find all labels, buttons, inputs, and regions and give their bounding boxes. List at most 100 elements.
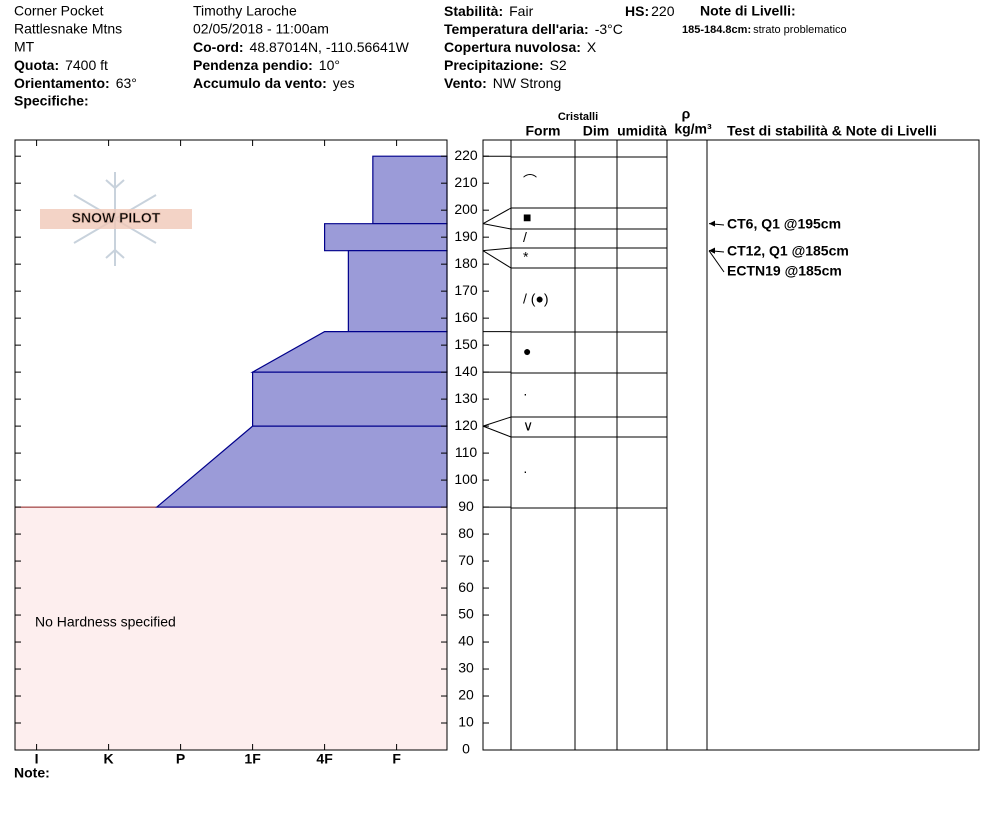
field: Copertura nuvolosa: X [444, 39, 597, 55]
fan-line [482, 223, 512, 230]
y-tick-label: 100 [454, 471, 478, 487]
location: Rattlesnake Mtns [14, 21, 122, 37]
field-label: Quota: [14, 57, 59, 73]
test-arrow [708, 250, 725, 273]
crystal-form: ⌒ [523, 173, 537, 189]
y-tick-label: 160 [454, 309, 478, 325]
y-tick-label: 20 [458, 687, 474, 703]
column-header: Dim [583, 123, 609, 139]
hardness-layer [372, 155, 448, 225]
field: Precipitazione: S2 [444, 57, 567, 73]
table-frame [482, 139, 980, 751]
datetime: 02/05/2018 - 11:00am [193, 21, 329, 37]
footer-note: Note: [14, 765, 50, 781]
fan-line [482, 416, 512, 427]
notes-title: Note di Livelli: [700, 3, 796, 19]
y-tick-label: 210 [454, 174, 478, 190]
hardness-layer [324, 223, 448, 252]
arrow-head [709, 247, 715, 254]
x-tick-label: 1F [244, 751, 261, 767]
hardness-layer [252, 371, 448, 427]
observer: Timothy Laroche [193, 3, 297, 19]
y-tick-label: 60 [458, 579, 474, 595]
field-value: -3°C [595, 21, 623, 37]
field-label: Pendenza pendio: [193, 57, 313, 73]
column-header: umidità [617, 123, 667, 139]
y-tick-label: 180 [454, 255, 478, 271]
crystal-form: ● [523, 343, 531, 359]
tests-title: Test di stabilità & Note di Livelli [727, 123, 937, 139]
field-value: Fair [509, 3, 533, 19]
field-label: Temperatura dell'aria: [444, 21, 589, 37]
chart-frame [14, 139, 448, 751]
x-tick-label: 4F [316, 751, 333, 767]
field-value: 220 [651, 3, 675, 19]
field: Pendenza pendio: 10° [193, 57, 340, 73]
crystal-form: ■ [523, 209, 531, 225]
stability-test: CT6, Q1 @195cm [727, 216, 841, 232]
logo-text: SNOW PILOT [72, 210, 161, 226]
fan-line [482, 247, 512, 252]
x-tick-label: K [104, 751, 114, 767]
y-tick-label: 140 [454, 363, 478, 379]
field-label: Orientamento: [14, 75, 110, 91]
fan-line [482, 425, 512, 438]
y-tick-label: 120 [454, 417, 478, 433]
field-value: X [587, 39, 597, 55]
field-value: S2 [550, 57, 567, 73]
y-tick-label: 50 [458, 606, 474, 622]
field-value: NW Strong [493, 75, 561, 91]
field-label: Accumulo da vento: [193, 75, 327, 91]
y-tick-label: 200 [454, 201, 478, 217]
y-tick-label: 220 [454, 147, 478, 163]
crystal-form: · [523, 463, 528, 479]
field-value: 48.87014N, -110.56641W [250, 39, 410, 55]
ground-area [15, 507, 447, 750]
y-tick-label: 80 [458, 525, 474, 541]
annotation: No Hardness specified [35, 614, 176, 630]
field-label: Stabilità: [444, 3, 503, 19]
fan-line [482, 250, 512, 269]
hardness-layer [250, 331, 448, 373]
table-title: Cristalli [558, 111, 598, 123]
hardness-layer [155, 425, 448, 508]
field: Vento: NW Strong [444, 75, 561, 91]
note-value: strato problematico [753, 24, 847, 36]
y-tick-label: 130 [454, 390, 478, 406]
stability-test: CT12, Q1 @185cm [727, 243, 849, 259]
y-tick-label: 170 [454, 282, 478, 298]
arrow-head [709, 220, 715, 227]
layer-note: 185-184.8cm: strato problematico [682, 24, 847, 36]
field-label: HS: [625, 3, 649, 19]
field-label: Vento: [444, 75, 487, 91]
crystal-form: * [523, 249, 529, 265]
density-unit: kg/m³ [674, 121, 712, 137]
fan-line [482, 207, 512, 225]
logo-band [40, 209, 192, 229]
field: Orientamento: 63° [14, 75, 137, 91]
stability-test: ECTN19 @185cm [727, 263, 842, 279]
field-label: Specifiche: [14, 93, 89, 109]
field: Quota: 7400 ft [14, 57, 108, 73]
hardness-layer [347, 250, 448, 333]
location: Corner Pocket [14, 3, 104, 19]
y-tick-label: 110 [455, 444, 478, 460]
field-label: Precipitazione: [444, 57, 544, 73]
field: Temperatura dell'aria: -3°C [444, 21, 623, 37]
y-tick-label: 10 [458, 714, 474, 730]
field-value: 10° [319, 57, 340, 73]
y-tick-label: 150 [454, 336, 478, 352]
field-label: Copertura nuvolosa: [444, 39, 581, 55]
crystal-form: ∨ [523, 418, 533, 434]
density-symbol: ρ [682, 106, 691, 122]
field-value: yes [333, 75, 355, 91]
field-label: Co-ord: [193, 39, 244, 55]
location: MT [14, 39, 35, 55]
y-tick-label: 90 [458, 498, 474, 514]
y-tick-label: 40 [458, 633, 474, 649]
crystal-form: · [523, 386, 528, 402]
y-tick-label: 70 [458, 552, 474, 568]
y-tick-label: 30 [458, 660, 474, 676]
note-label: 185-184.8cm: [682, 24, 751, 36]
field-value: 63° [116, 75, 137, 91]
